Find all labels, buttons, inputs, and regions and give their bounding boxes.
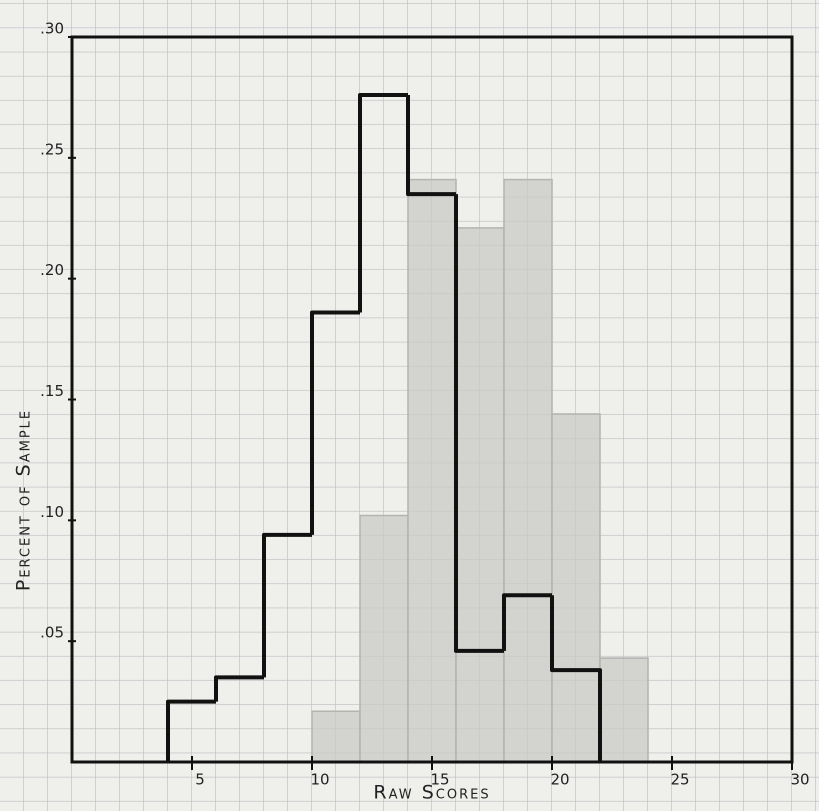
histogram-bar xyxy=(359,514,409,763)
y-tick-label: .25 xyxy=(40,140,64,158)
histogram-bar xyxy=(503,178,553,763)
histogram-step xyxy=(214,675,264,702)
histogram-step xyxy=(310,310,360,535)
histogram-bar xyxy=(455,227,505,763)
histogram-bar xyxy=(551,413,601,763)
x-tick-label: 10 xyxy=(310,771,329,789)
x-tick-label: 15 xyxy=(430,771,449,789)
histogram-step xyxy=(502,593,552,651)
y-tick-label: .15 xyxy=(40,382,64,400)
histogram-step xyxy=(166,699,216,762)
histogram-step xyxy=(358,93,408,313)
y-tick-label: .20 xyxy=(40,261,64,279)
y-tick-label: .10 xyxy=(40,503,64,521)
histogram-bar xyxy=(407,178,457,763)
histogram-step xyxy=(550,595,602,762)
histogram-step xyxy=(406,95,456,197)
x-tick-label: 5 xyxy=(195,771,205,789)
histogram-bar xyxy=(599,657,649,763)
y-tick-label: .30 xyxy=(40,20,64,38)
histogram-bar xyxy=(311,710,361,763)
x-tick-label: 30 xyxy=(790,771,809,789)
y-tick-label: .05 xyxy=(40,624,64,642)
y-axis-label: Percent of Sample xyxy=(13,409,35,591)
x-tick-label: 25 xyxy=(670,771,689,789)
x-axis-label: Raw Scores xyxy=(373,782,490,804)
histogram xyxy=(166,93,649,763)
x-tick-label: 20 xyxy=(550,771,569,789)
histogram-step xyxy=(454,194,504,653)
histogram-step xyxy=(262,532,312,678)
